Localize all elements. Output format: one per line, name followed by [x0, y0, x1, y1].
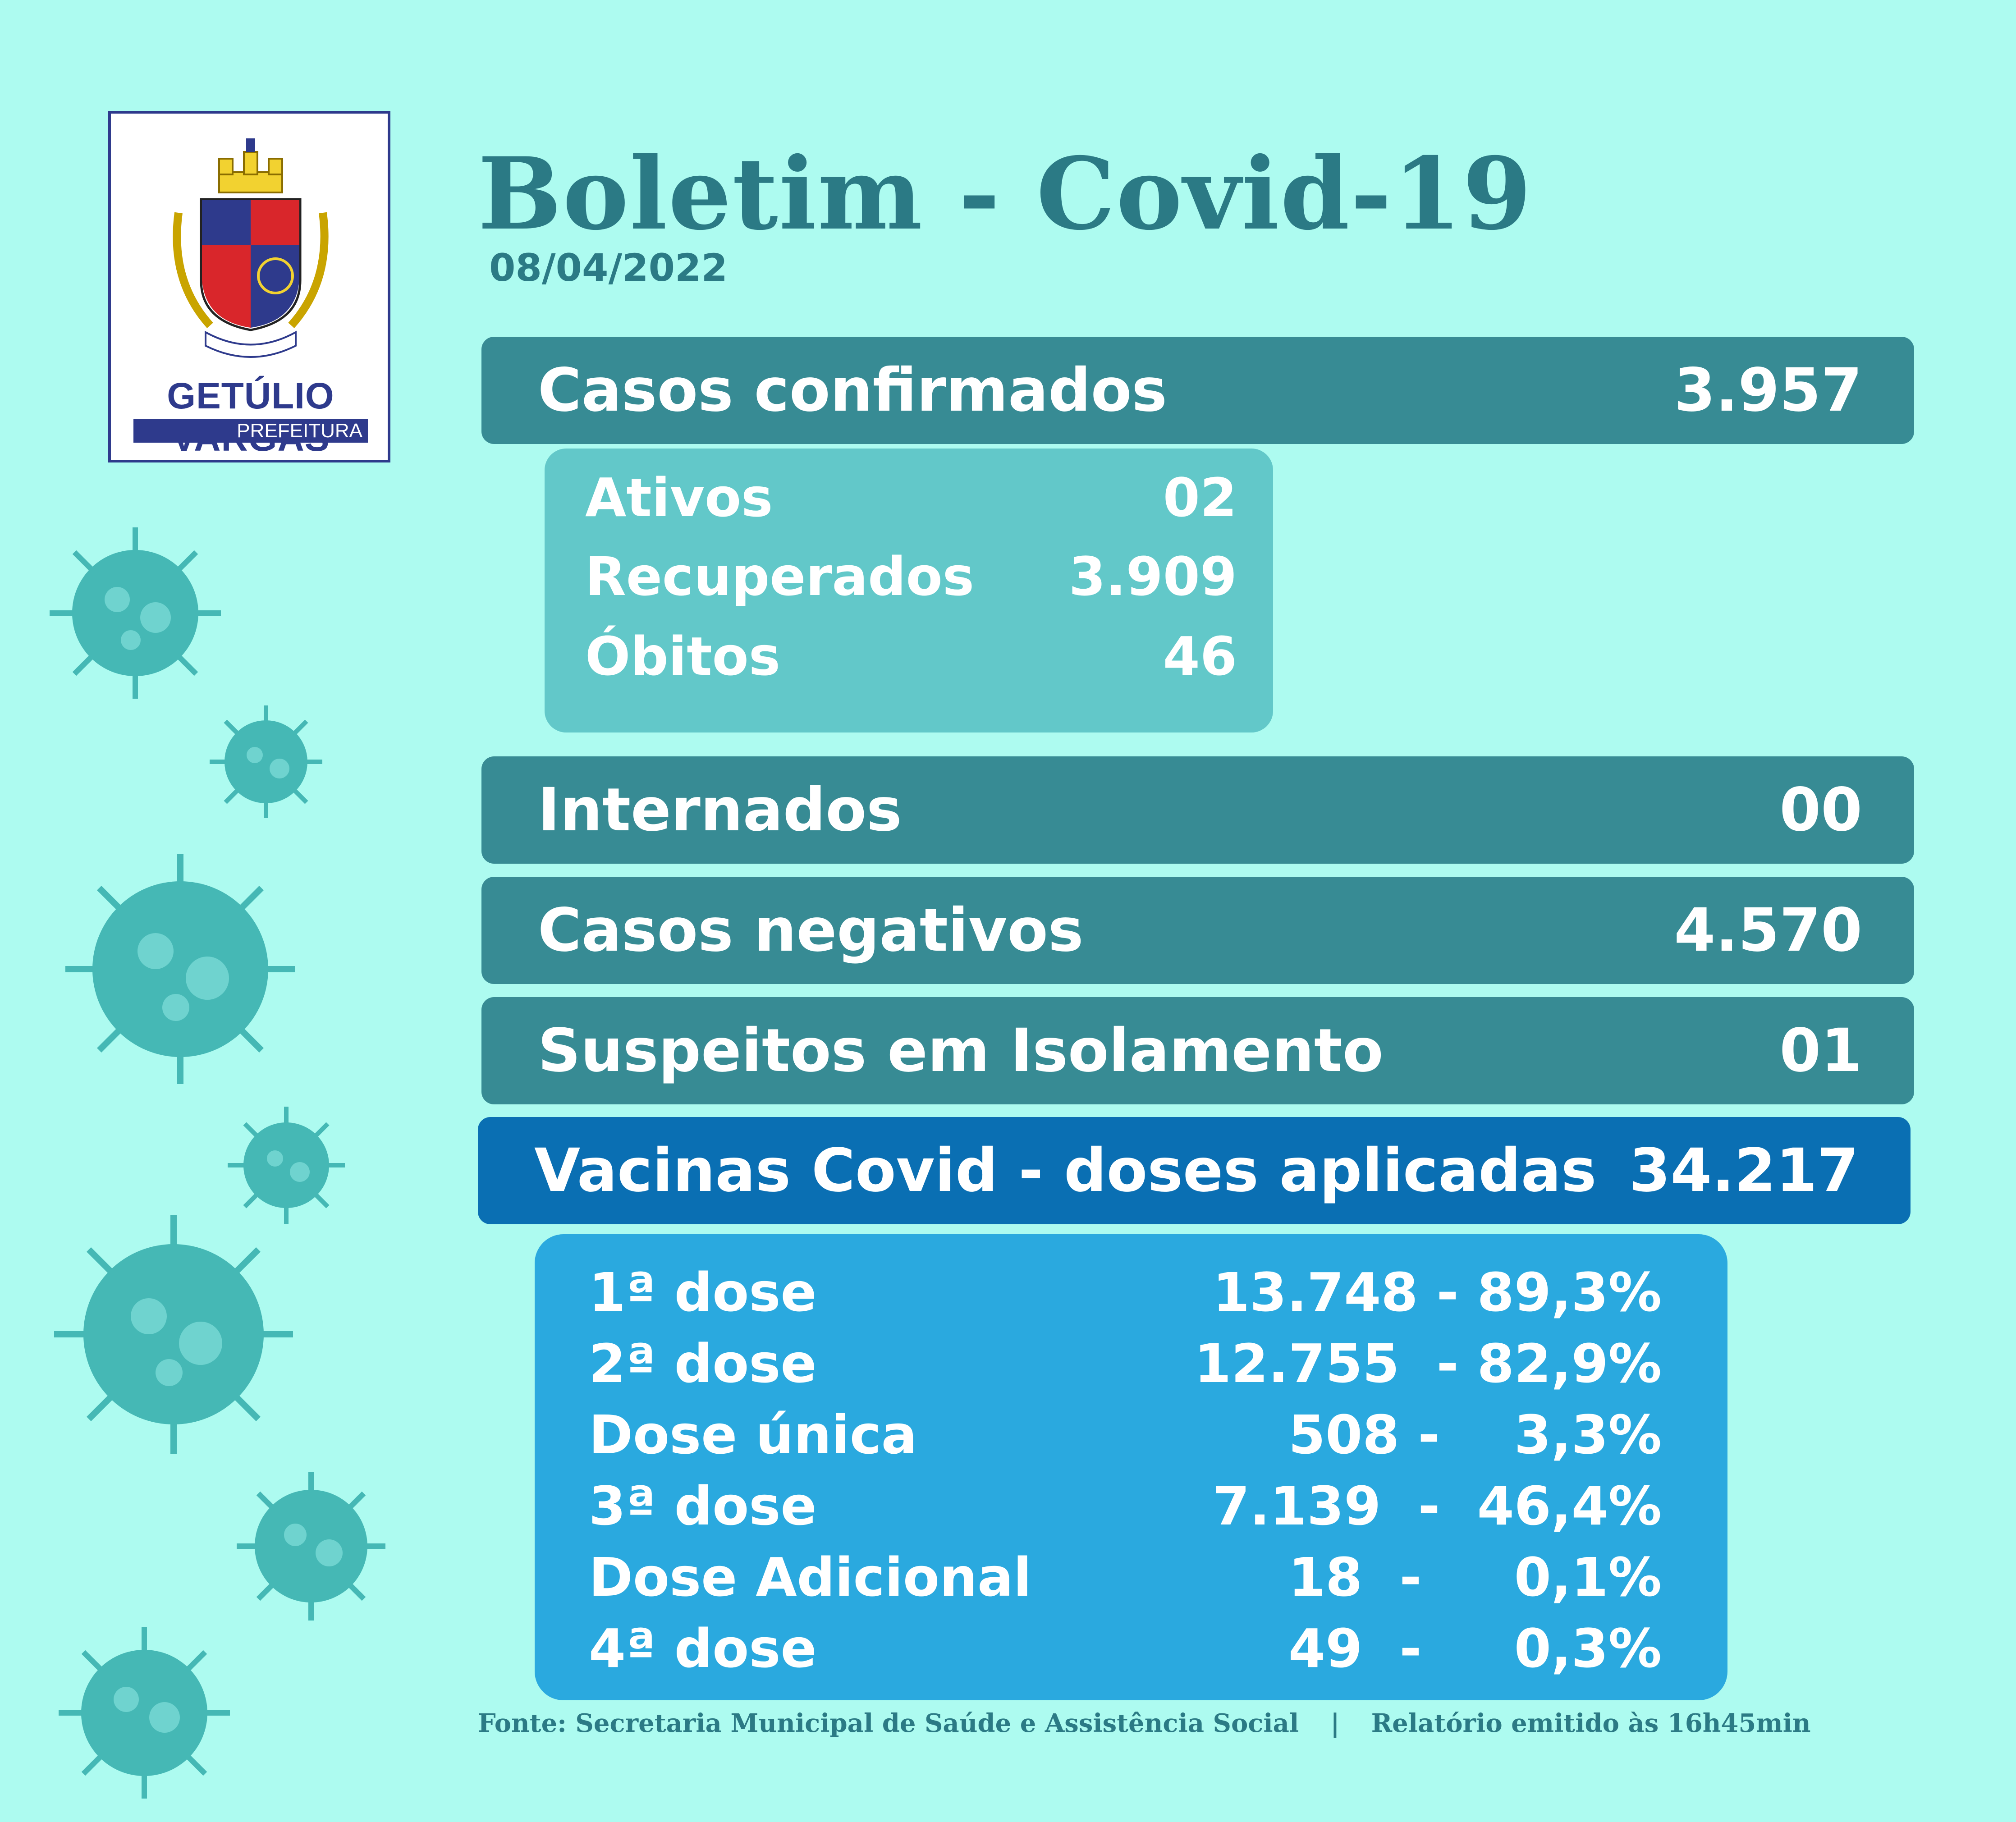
page-title: Boletim - Covid-19 — [478, 135, 1533, 252]
casos-confirmados-bar: Casos confirmados 3.957 — [481, 337, 1914, 444]
dose-label: 1ª dose — [589, 1261, 817, 1323]
detalhe-row-recuperados: Recuperados 3.909 — [585, 545, 1237, 618]
detalhe-label: Óbitos — [585, 625, 780, 687]
virus-icon — [59, 1627, 230, 1799]
detalhe-label: Recuperados — [585, 545, 974, 608]
virus-icon — [210, 705, 322, 818]
vacinas-value: 34.217 — [1629, 1136, 1859, 1205]
suspeitos-value: 01 — [1779, 1016, 1862, 1085]
dose-value: 7.139 - 46,4% — [1213, 1475, 1662, 1537]
dose-row: Dose Adicional 18 - 0,1% — [589, 1546, 1716, 1617]
internados-bar: Internados 00 — [481, 756, 1914, 864]
dose-row: 3ª dose 7.139 - 46,4% — [589, 1475, 1716, 1546]
detalhe-label: Ativos — [585, 467, 773, 529]
suspeitos-label: Suspeitos em Isolamento — [538, 1016, 1384, 1085]
dose-row: Dose única 508 - 3,3% — [589, 1404, 1716, 1475]
coat-of-arms-icon — [173, 138, 329, 358]
dose-row: 4ª dose 49 - 0,3% — [589, 1617, 1716, 1689]
casos-detalhe-panel: Ativos 02 Recuperados 3.909 Óbitos 46 — [545, 449, 1273, 732]
detalhe-row-obitos: Óbitos 46 — [585, 625, 1237, 697]
dose-value: 508 - 3,3% — [1288, 1404, 1662, 1466]
virus-icon — [65, 854, 295, 1084]
casos-confirmados-value: 3.957 — [1674, 356, 1862, 425]
internados-label: Internados — [538, 775, 902, 845]
logo: GETÚLIO VARGAS PREFEITURA — [108, 111, 390, 462]
dose-row: 1ª dose 13.748 - 89,3% — [589, 1261, 1716, 1332]
dose-label: Dose Adicional — [589, 1546, 1032, 1608]
dose-row: 2ª dose 12.755 - 82,9% — [589, 1332, 1716, 1404]
internados-value: 00 — [1779, 775, 1862, 845]
suspeitos-bar: Suspeitos em Isolamento 01 — [481, 997, 1914, 1104]
detalhe-value: 46 — [1163, 625, 1237, 687]
virus-icon — [228, 1107, 345, 1224]
vacinas-label: Vacinas Covid - doses aplicadas — [534, 1136, 1597, 1205]
logo-subtitle: PREFEITURA — [133, 419, 368, 443]
casos-confirmados-label: Casos confirmados — [538, 356, 1167, 425]
report-date: 08/04/2022 — [489, 246, 728, 290]
casos-negativos-bar: Casos negativos 4.570 — [481, 877, 1914, 984]
dose-label: 4ª dose — [589, 1617, 817, 1680]
vacinas-bar: Vacinas Covid - doses aplicadas 34.217 — [478, 1117, 1911, 1224]
doses-panel: 1ª dose 13.748 - 89,3% 2ª dose 12.755 - … — [535, 1234, 1727, 1700]
footer-report-time: Relatório emitido às 16h45min — [1371, 1708, 1811, 1738]
virus-icon — [237, 1472, 385, 1621]
footer: Fonte: Secretaria Municipal de Saúde e A… — [478, 1708, 1898, 1738]
dose-value: 49 - 0,3% — [1288, 1617, 1662, 1680]
dose-value: 12.755 - 82,9% — [1194, 1332, 1662, 1395]
virus-icon — [50, 527, 221, 699]
dose-label: 2ª dose — [589, 1332, 817, 1395]
dose-value: 18 - 0,1% — [1288, 1546, 1662, 1608]
dose-label: 3ª dose — [589, 1475, 817, 1537]
casos-negativos-label: Casos negativos — [538, 896, 1084, 965]
logo-name: GETÚLIO VARGAS — [167, 375, 334, 459]
footer-source: Fonte: Secretaria Municipal de Saúde e A… — [478, 1708, 1299, 1738]
footer-separator: | — [1330, 1708, 1340, 1738]
detalhe-value: 02 — [1163, 467, 1237, 529]
casos-negativos-value: 4.570 — [1674, 896, 1862, 965]
dose-value: 13.748 - 89,3% — [1213, 1261, 1662, 1323]
detalhe-row-ativos: Ativos 02 — [585, 467, 1237, 539]
dose-label: Dose única — [589, 1404, 917, 1466]
detalhe-value: 3.909 — [1068, 545, 1237, 608]
virus-icon — [54, 1215, 293, 1454]
